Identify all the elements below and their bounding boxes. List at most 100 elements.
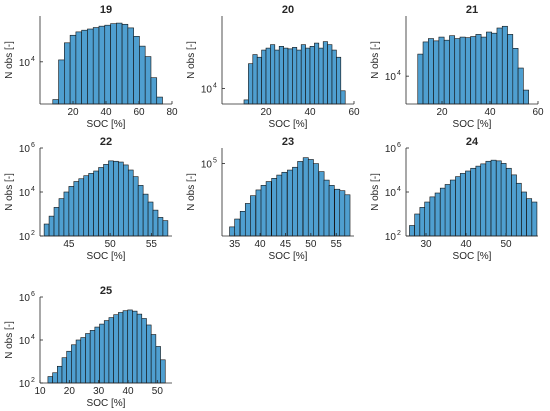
histogram-bar	[485, 160, 492, 237]
histogram-bar	[523, 89, 529, 105]
histogram-bar	[521, 191, 527, 237]
histogram-bar	[48, 215, 55, 237]
x-axis-label: SOC [%]	[87, 398, 126, 409]
histogram-bar	[340, 90, 346, 105]
histogram-bar	[52, 372, 58, 384]
histogram-bar	[507, 34, 514, 105]
histogram-bar	[318, 47, 324, 105]
histogram-bar	[327, 44, 333, 105]
histogram-bar	[292, 47, 298, 105]
y-tick-label: 10	[19, 293, 31, 304]
histogram-bar	[66, 350, 72, 384]
histogram-bar	[256, 56, 262, 105]
y-tick-label: 10	[19, 232, 31, 243]
x-tick-label: 30	[420, 239, 432, 250]
histogram-bar	[98, 25, 106, 105]
histogram-bar	[449, 35, 456, 105]
histogram-bar	[141, 318, 147, 384]
histogram-bar	[328, 185, 335, 237]
histogram-bar	[98, 167, 104, 237]
y-tick-exponent: 4	[31, 186, 35, 193]
y-tick-exponent: 5	[213, 158, 217, 165]
y-tick-exponent: 4	[31, 56, 35, 63]
histogram-bar	[136, 313, 143, 384]
histogram-panel-19: 20 40 60 80 10 4 19 SOC [%] N obs [-]	[4, 4, 178, 130]
histogram-bar	[281, 171, 288, 237]
histogram-bar	[283, 47, 289, 105]
histogram-bar	[339, 190, 346, 237]
x-axis-label: SOC [%]	[87, 119, 126, 130]
histogram-bar	[517, 67, 524, 105]
y-axis-label: N obs [-]	[4, 321, 15, 359]
histogram-bar	[52, 99, 59, 105]
y-tick-label: 10	[19, 58, 31, 69]
histogram-bar	[271, 178, 278, 237]
histogram-bar	[270, 44, 276, 105]
histogram-bar	[147, 201, 154, 237]
histogram-bar	[160, 359, 166, 384]
histogram-bar	[323, 179, 330, 237]
histogram-bar	[83, 175, 89, 237]
histogram-bar	[137, 185, 144, 237]
histogram-bar	[501, 25, 508, 105]
x-tick-label: 40	[304, 107, 316, 118]
histogram-bar	[162, 220, 169, 237]
histogram-bar	[94, 326, 100, 384]
histogram-bar	[132, 176, 139, 237]
histogram-bar	[144, 56, 152, 105]
histogram-bar	[265, 47, 271, 105]
x-tick-label: 40	[460, 239, 472, 250]
histogram-bar	[69, 34, 77, 105]
histogram-panel-23: 35 40 45 50 55 10 5 23 SOC [%] N obs [-]	[186, 136, 354, 262]
histogram-bar	[309, 45, 315, 105]
histogram-bar	[318, 171, 325, 237]
histogram-bar	[132, 310, 138, 384]
histogram-bar	[475, 165, 482, 237]
histogram-bar	[334, 188, 341, 237]
panel-title: 19	[100, 4, 112, 16]
histogram-bar	[99, 323, 105, 384]
histogram-bar	[73, 181, 80, 237]
histogram-bar	[429, 196, 436, 237]
x-tick-label: 50	[105, 239, 117, 250]
panel-title: 22	[100, 136, 112, 148]
histogram-bar	[108, 160, 114, 237]
panel-title: 24	[466, 136, 479, 148]
histogram-bar	[261, 49, 267, 105]
histogram-bar	[414, 213, 421, 237]
y-tick-label: 10	[201, 84, 213, 95]
histogram-bar	[122, 310, 129, 384]
histogram-bar	[422, 41, 429, 105]
histogram-bar	[314, 42, 320, 105]
x-axis-label: SOC [%]	[453, 119, 492, 130]
histogram-bar	[121, 23, 129, 105]
panel-title: 21	[466, 4, 478, 16]
histogram-bar	[139, 45, 146, 105]
panel-title: 20	[282, 4, 294, 16]
histogram-bar	[470, 167, 477, 237]
histogram-bar	[133, 36, 140, 105]
histogram-bar	[475, 34, 482, 105]
panel-title: 25	[100, 285, 112, 297]
histogram-bar	[252, 54, 258, 105]
histogram-bar	[127, 27, 134, 105]
y-tick-label: 10	[19, 144, 31, 155]
histogram-bar	[58, 59, 65, 105]
histogram-bar	[322, 41, 328, 105]
histogram-bar	[459, 36, 466, 105]
x-tick-label: 20	[436, 107, 448, 118]
histogram-bar	[307, 159, 314, 237]
histogram-bar	[239, 210, 246, 237]
x-tick-label: 20	[64, 386, 76, 397]
histogram-bar	[71, 344, 77, 384]
histogram-bar	[75, 339, 82, 384]
y-tick-label: 10	[19, 379, 31, 390]
histogram-bar	[244, 203, 251, 237]
histogram-bar	[78, 178, 85, 237]
y-axis-label: N obs [-]	[4, 173, 15, 211]
histogram-bar	[68, 186, 75, 237]
histogram-bar	[85, 333, 91, 384]
histogram-bar	[113, 160, 119, 237]
y-tick-label: 10	[19, 188, 31, 199]
